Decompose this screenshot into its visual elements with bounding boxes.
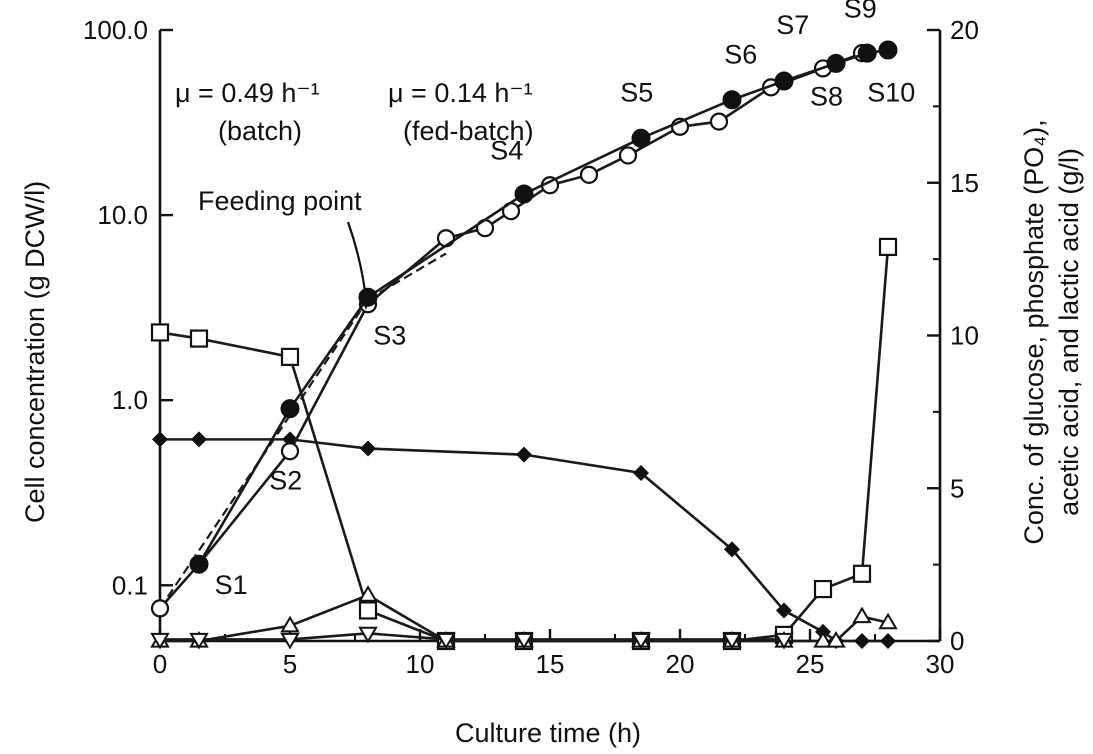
y-left-tick-label-1: 1.0 xyxy=(112,385,148,415)
sample-label-s6: S6 xyxy=(724,39,757,69)
feeding-point-arrow xyxy=(346,221,372,310)
series-0-point-0 xyxy=(150,599,170,618)
y-left-tick-label-3: 100.0 xyxy=(83,15,148,45)
x-tick-label-3: 15 xyxy=(536,649,565,679)
series-2-point-10 xyxy=(852,564,872,583)
series-2-point-1 xyxy=(189,329,209,348)
series-5-point-4 xyxy=(436,632,456,650)
series-1-point-9 xyxy=(878,40,898,60)
series-3-point-10 xyxy=(854,633,870,649)
series-3-point-6 xyxy=(724,541,740,558)
x-axis-title: Culture time (h) xyxy=(455,718,641,748)
series-0-point-11 xyxy=(709,112,729,131)
annotation-fed: (fed-batch) xyxy=(403,116,534,146)
series-1-point-6 xyxy=(774,71,794,91)
y-right-tick-label-3: 15 xyxy=(950,168,979,198)
x-tick-label-4: 20 xyxy=(666,649,695,679)
x-tick-label-2: 10 xyxy=(406,649,435,679)
y-left-axis-title: Cell concentration (g DCW/l) xyxy=(20,181,50,523)
series-2-point-3 xyxy=(358,601,378,620)
annotation-batch: (batch) xyxy=(218,116,302,146)
series-4-point-10 xyxy=(826,631,846,648)
x-tick-label-1: 5 xyxy=(283,649,297,679)
series-5-point-1 xyxy=(189,632,209,650)
series-1-point-1 xyxy=(280,399,300,419)
x-tick-label-6: 30 xyxy=(926,649,955,679)
x-tick-label-5: 25 xyxy=(796,649,825,679)
y-right-tick-label-4: 20 xyxy=(950,15,979,45)
sample-label-s3: S3 xyxy=(373,320,406,350)
series-1-point-4 xyxy=(631,128,651,148)
y-left-tick-label-2: 10.0 xyxy=(97,200,148,230)
series-3-point-3 xyxy=(360,440,376,457)
sample-label-s5: S5 xyxy=(620,78,653,108)
series-1-point-3 xyxy=(514,184,534,204)
annotation-feeding-point: Feeding point xyxy=(198,186,362,216)
series-3-point-7 xyxy=(776,602,792,619)
sample-label-s8: S8 xyxy=(810,82,843,112)
series-3-point-4 xyxy=(516,446,532,463)
series-1-point-8 xyxy=(857,43,877,63)
series-3-point-1 xyxy=(191,431,207,448)
series-3-point-11 xyxy=(880,633,896,649)
series-4-point-12 xyxy=(878,612,898,630)
y-right-tick-label-2: 10 xyxy=(950,321,979,351)
series-2-point-9 xyxy=(813,579,833,599)
sample-label-s4: S4 xyxy=(490,135,523,165)
series-2-point-2 xyxy=(280,347,300,366)
series-0-point-9 xyxy=(618,146,638,165)
series-5-point-8 xyxy=(774,632,794,650)
series-0-point-2 xyxy=(280,442,300,461)
series-0-point-8 xyxy=(579,165,599,184)
annotation-mu-batch: μ = 0.49 h⁻¹ xyxy=(175,78,320,108)
series-4-point-11 xyxy=(852,606,872,624)
series-3-point-0 xyxy=(152,431,168,448)
x-tick-label-0: 0 xyxy=(153,649,167,679)
y-right-axis-title-line1: Conc. of glucose, phosphate (PO₄), xyxy=(1019,119,1049,544)
y-right-axis-title-line2: acetic acid, and lactic acid (g/l) xyxy=(1054,148,1084,516)
y-right-tick-label-0: 0 xyxy=(950,626,964,656)
sample-label-s7: S7 xyxy=(776,10,809,40)
series-0-point-4 xyxy=(436,229,456,248)
series-1-point-0 xyxy=(189,554,209,574)
annotation-mu-fed: μ = 0.14 h⁻¹ xyxy=(388,78,533,108)
y-right-tick-label-1: 5 xyxy=(950,473,964,503)
series-5-point-3 xyxy=(358,626,378,644)
sample-label-s10: S10 xyxy=(867,78,915,108)
series-4-point-3 xyxy=(358,585,378,602)
series-4-point-9 xyxy=(813,631,833,648)
fit-line-1 xyxy=(367,252,447,301)
series-2-point-0 xyxy=(150,323,170,342)
sample-label-s2: S2 xyxy=(269,465,302,495)
series-5-point-2 xyxy=(280,632,300,650)
series-1-point-7 xyxy=(826,53,846,73)
series-5-point-6 xyxy=(631,632,651,650)
sample-label-s9: S9 xyxy=(844,0,877,23)
series-1-point-5 xyxy=(722,90,742,110)
series-3-point-5 xyxy=(633,464,649,481)
series-4-point-2 xyxy=(280,615,300,633)
series-5-point-5 xyxy=(514,632,534,650)
y-left-tick-label-0: 0.1 xyxy=(112,570,148,600)
series-5-point-7 xyxy=(722,632,742,650)
series-1-line xyxy=(197,48,889,565)
sample-label-s1: S1 xyxy=(215,570,248,600)
series-5-line xyxy=(160,632,784,641)
series-5-point-0 xyxy=(150,632,170,650)
series-2-point-11 xyxy=(878,237,898,257)
